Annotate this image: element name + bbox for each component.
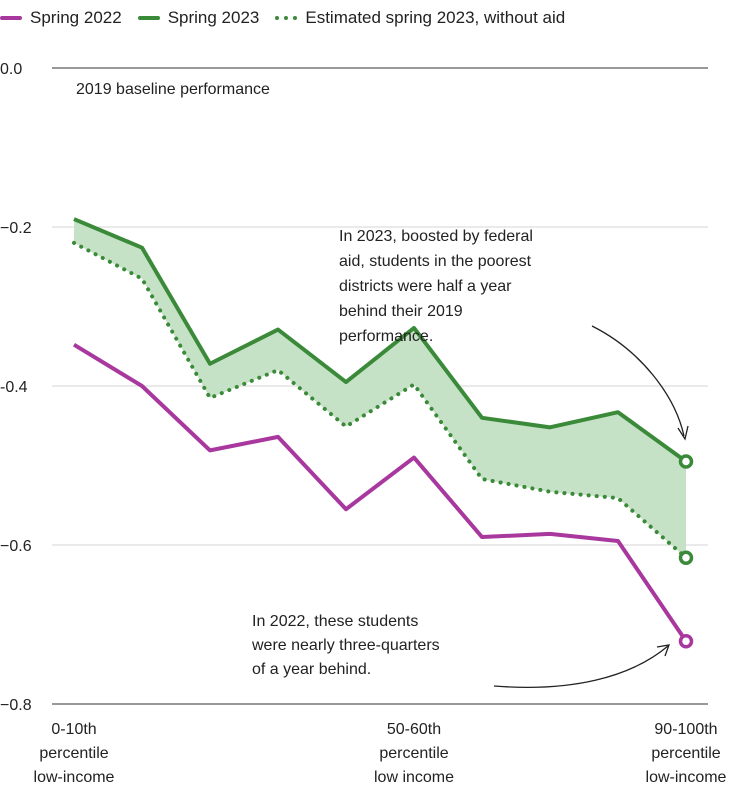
annotation-2023-arrow [591, 325, 685, 437]
x-tick-label: percentile [39, 745, 108, 762]
legend-label-estimated-without-aid: Estimated spring 2023, without aid [305, 8, 566, 27]
annotation-2023-line-5: performance. [339, 328, 433, 345]
y-tick-label: −0.2 [0, 220, 32, 237]
legend-item-estimated-without-aid: Estimated spring 2023, without aid [275, 8, 565, 28]
y-tick-label: 0.0 [0, 61, 22, 78]
annotation-2022: In 2022, these students were nearly thre… [251, 613, 670, 689]
annotation-2023-line-2: aid, students in the poorest [339, 253, 532, 270]
series-layer [72, 217, 694, 649]
y-tick-label: −0.8 [0, 697, 32, 714]
x-tick-label: 50-60th [387, 721, 441, 738]
series-line-estimated-spring-2023-without-aid [72, 240, 688, 560]
y-tick-label: -0.4 [0, 379, 28, 396]
series-end-marker [678, 633, 694, 649]
x-tick-label: 90-100th [654, 721, 717, 738]
annotation-2022-arrow [493, 645, 669, 689]
x-tick-label: percentile [651, 745, 720, 762]
annotation-2022-line-1: In 2022, these students [252, 613, 418, 630]
x-tick-label: low-income [34, 769, 115, 786]
legend-swatch-spring-2023 [137, 16, 160, 20]
series-end-marker [678, 550, 694, 565]
legend-swatch-estimated-without-aid [275, 16, 298, 20]
fill-layer [74, 219, 686, 558]
x-tick-label: 0-10th [51, 721, 96, 738]
legend-swatch-spring-2022 [0, 16, 22, 20]
series-end-marker [678, 454, 694, 469]
annotation-2023-line-1: In 2023, boosted by federal [339, 228, 533, 245]
baseline-label: 2019 baseline performance [76, 81, 270, 98]
annotation-2023-line-4: behind their 2019 [339, 303, 463, 320]
x-tick-label: low-income [646, 769, 727, 786]
annotation-2022-line-2: were nearly three-quarters [251, 637, 440, 654]
aid-effect-area [74, 219, 686, 558]
annotation-2023-line-3: districts were half a year [339, 278, 512, 295]
legend-item-spring-2023: Spring 2023 [137, 8, 260, 28]
legend-label-spring-2022: Spring 2022 [30, 8, 122, 27]
annotation-2023: In 2023, boosted by federal aid, student… [339, 228, 689, 441]
annotation-2023-arrowhead [677, 425, 689, 441]
annotation-2022-line-3: of a year behind. [252, 661, 371, 678]
x-tick-label: low income [374, 769, 454, 786]
series-line-spring-2023 [73, 217, 688, 464]
y-tick-label: −0.6 [0, 538, 32, 555]
chart-legend: Spring 2022 Spring 2023 Estimated spring… [0, 6, 581, 30]
legend-label-spring-2023: Spring 2023 [167, 8, 260, 27]
annotation-2022-arrowhead [656, 644, 670, 657]
x-tick-label: percentile [379, 745, 448, 762]
tick-layer: 0.0 −0.2 -0.4 −0.6 −0.8 0-10th percentile low-i… [0, 61, 727, 786]
series-line-spring-2022 [72, 342, 688, 643]
legend-item-spring-2022: Spring 2022 [0, 8, 122, 28]
